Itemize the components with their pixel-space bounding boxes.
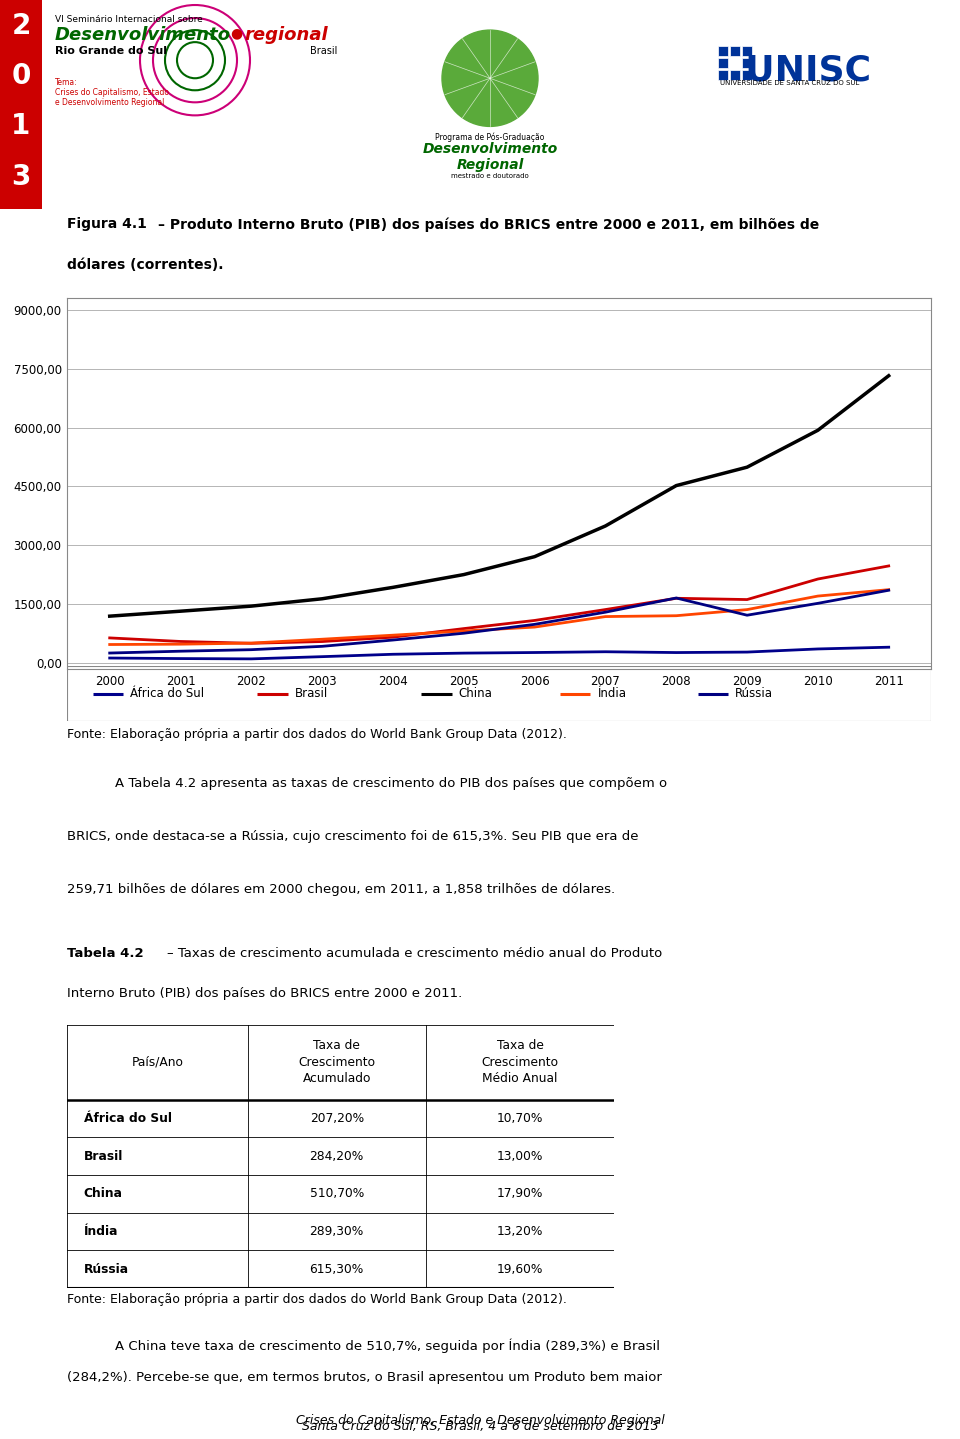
Text: Figura 4.1: Figura 4.1 — [67, 217, 147, 232]
Text: regional: regional — [244, 26, 327, 45]
Text: 0: 0 — [12, 62, 31, 91]
Text: 207,20%: 207,20% — [310, 1112, 364, 1125]
Text: Interno Bruto (PIB) dos países do BRICS entre 2000 e 2011.: Interno Bruto (PIB) dos países do BRICS … — [67, 987, 463, 1000]
Text: Brasil: Brasil — [295, 686, 327, 701]
Text: Brasil: Brasil — [310, 46, 337, 56]
Text: Desenvolvimento: Desenvolvimento — [422, 142, 558, 157]
Text: 284,20%: 284,20% — [309, 1150, 364, 1163]
Text: 259,71 bilhões de dólares em 2000 chegou, em 2011, a 1,858 trilhões de dólares.: 259,71 bilhões de dólares em 2000 chegou… — [67, 884, 615, 896]
Text: Santa Cruz do Sul, RS, Brasil, 4 a 6 de setembro de 2013: Santa Cruz do Sul, RS, Brasil, 4 a 6 de … — [301, 1420, 659, 1433]
Bar — [730, 71, 740, 81]
Text: 13,00%: 13,00% — [497, 1150, 543, 1163]
Bar — [718, 71, 728, 81]
Text: ●: ● — [230, 26, 242, 40]
Text: China: China — [84, 1187, 123, 1200]
Text: mestrado e doutorado: mestrado e doutorado — [451, 173, 529, 178]
Text: 13,20%: 13,20% — [497, 1225, 543, 1238]
Text: Taxa de
Crescimento
Acumulado: Taxa de Crescimento Acumulado — [299, 1039, 375, 1085]
Circle shape — [442, 30, 538, 127]
Text: Tema:: Tema: — [55, 78, 78, 88]
Text: 1: 1 — [12, 112, 31, 141]
Text: Índia: Índia — [597, 686, 626, 701]
Bar — [718, 58, 728, 68]
Text: Fonte: Elaboração própria a partir dos dados do World Bank Group Data (2012).: Fonte: Elaboração própria a partir dos d… — [67, 728, 567, 741]
Text: UNIVERSIDADE DE SANTA CRUZ DO SUL: UNIVERSIDADE DE SANTA CRUZ DO SUL — [720, 81, 859, 86]
Text: BRICS, onde destaca-se a Rússia, cujo crescimento foi de 615,3%. Seu PIB que era: BRICS, onde destaca-se a Rússia, cujo cr… — [67, 830, 638, 843]
Text: dólares (correntes).: dólares (correntes). — [67, 258, 224, 272]
Text: Índia: Índia — [84, 1225, 118, 1238]
Text: – Produto Interno Bruto (PIB) dos países do BRICS entre 2000 e 2011, em bilhões : – Produto Interno Bruto (PIB) dos países… — [157, 217, 819, 232]
Text: A Tabela 4.2 apresenta as taxas de crescimento do PIB dos países que compõem o: A Tabela 4.2 apresenta as taxas de cresc… — [115, 777, 667, 790]
Bar — [730, 46, 740, 56]
Text: 2: 2 — [12, 12, 31, 40]
Text: 10,70%: 10,70% — [497, 1112, 543, 1125]
Text: UNISC: UNISC — [720, 53, 871, 88]
Text: Brasil: Brasil — [84, 1150, 123, 1163]
Text: – Taxas de crescimento acumulada e crescimento médio anual do Produto: – Taxas de crescimento acumulada e cresc… — [167, 947, 661, 960]
Text: 615,30%: 615,30% — [309, 1262, 364, 1275]
Text: Tabela 4.2: Tabela 4.2 — [67, 947, 144, 960]
Text: Regional: Regional — [456, 158, 524, 173]
Bar — [742, 71, 752, 81]
Text: Crises do Capitalismo, Estado e Desenvolvimento Regional: Crises do Capitalismo, Estado e Desenvol… — [296, 1413, 664, 1426]
Text: 289,30%: 289,30% — [309, 1225, 364, 1238]
Bar — [0, 0, 42, 209]
Bar — [742, 58, 752, 68]
Text: Desenvolvimento: Desenvolvimento — [55, 26, 231, 45]
Text: 510,70%: 510,70% — [309, 1187, 364, 1200]
Text: Rio Grande do Sul: Rio Grande do Sul — [55, 46, 167, 56]
Text: África do Sul: África do Sul — [131, 686, 204, 701]
Text: País/Ano: País/Ano — [132, 1056, 183, 1069]
Text: (284,2%). Percebe-se que, em termos brutos, o Brasil apresentou um Produto bem m: (284,2%). Percebe-se que, em termos brut… — [67, 1370, 662, 1384]
Text: A China teve taxa de crescimento de 510,7%, seguida por Índia (289,3%) e Brasil: A China teve taxa de crescimento de 510,… — [115, 1338, 660, 1353]
Text: China: China — [459, 686, 492, 701]
Text: VI Seminário Internacional sobre: VI Seminário Internacional sobre — [55, 14, 203, 24]
Text: Crises do Capitalismo, Estado: Crises do Capitalismo, Estado — [55, 88, 169, 98]
Text: 17,90%: 17,90% — [497, 1187, 543, 1200]
Text: Programa de Pós-Graduação: Programa de Pós-Graduação — [435, 132, 544, 142]
Text: Taxa de
Crescimento
Médio Anual: Taxa de Crescimento Médio Anual — [482, 1039, 559, 1085]
Text: Rússia: Rússia — [735, 686, 773, 701]
Text: 3: 3 — [12, 163, 31, 190]
Bar — [742, 46, 752, 56]
Text: África do Sul: África do Sul — [84, 1112, 172, 1125]
Text: e Desenvolvimento Regional: e Desenvolvimento Regional — [55, 98, 164, 108]
Bar — [718, 46, 728, 56]
Text: Rússia: Rússia — [84, 1262, 129, 1275]
Text: Fonte: Elaboração própria a partir dos dados do World Bank Group Data (2012).: Fonte: Elaboração própria a partir dos d… — [67, 1294, 567, 1307]
Text: 19,60%: 19,60% — [497, 1262, 543, 1275]
